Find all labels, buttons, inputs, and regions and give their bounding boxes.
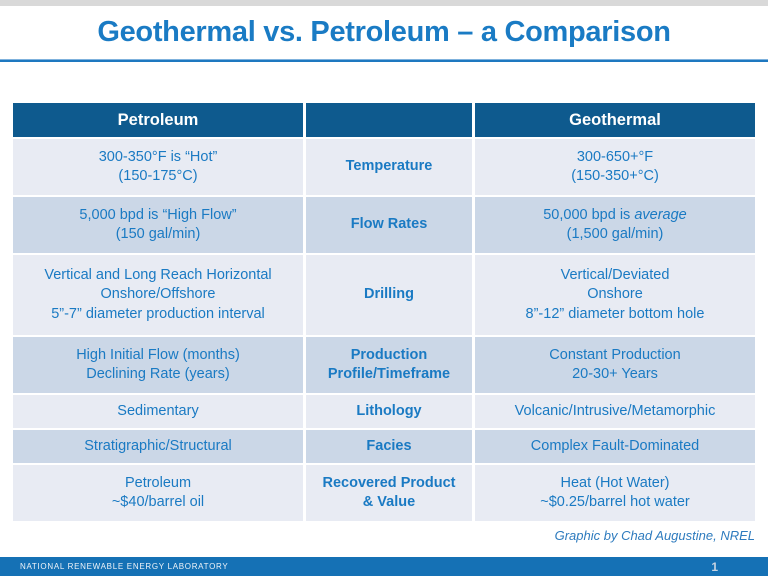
table-row-7: Petroleum ~$40/barrel oil Recovered Produc… bbox=[13, 465, 755, 521]
cell-line: 20-30+ Years bbox=[572, 366, 658, 382]
cell-line: Lithology bbox=[356, 402, 422, 419]
cell-line: Declining Rate (years) bbox=[86, 366, 230, 382]
cell-line: Petroleum bbox=[124, 474, 192, 491]
table-row-4: High Initial Flow (months) Declining Rate… bbox=[13, 337, 755, 393]
table-row-2: 5,000 bpd is “High Flow” (150 gal/min) Flo… bbox=[13, 197, 755, 253]
category-cell: Lithology bbox=[306, 395, 472, 428]
cell-line: 5,000 bpd is “High Flow” bbox=[79, 206, 237, 223]
cell-line: Stratigraphic/Structural bbox=[84, 437, 232, 454]
category-header-cell bbox=[306, 103, 472, 137]
cell-line: 300-350°F is “Hot” bbox=[98, 148, 218, 165]
text: 50,000 bpd is bbox=[543, 206, 635, 223]
italic-text: average bbox=[634, 206, 687, 223]
cell-line: High Initial Flow (months) bbox=[76, 346, 240, 363]
table-row-3: Vertical and Long Reach Horizontal Onshor… bbox=[13, 255, 755, 335]
cell-line: Profile/Timeframe bbox=[327, 366, 451, 382]
cell-line: Sedimentary bbox=[117, 402, 199, 419]
cell-line: Volcanic/Intrusive/Metamorphic bbox=[514, 402, 716, 419]
table-row-1: 300-350°F is “Hot” (150-175°C) Temperature… bbox=[13, 139, 755, 195]
cell-line: 50,000 bpd is average bbox=[543, 206, 687, 226]
page-number: 1 bbox=[711, 559, 718, 574]
cell-line: Vertical/Deviated bbox=[560, 266, 670, 283]
petroleum-cell: 5,000 bpd is “High Flow” (150 gal/min) bbox=[13, 197, 303, 253]
cell-line: (150-175°C) bbox=[118, 168, 198, 184]
slide-title: Geothermal vs. Petroleum – a Comparison bbox=[97, 16, 671, 48]
footer-organization: NATIONAL RENEWABLE ENERGY LABORATORY bbox=[20, 562, 229, 571]
category-cell: Production Profile/Timeframe bbox=[306, 337, 472, 393]
petroleum-cell: 300-350°F is “Hot” (150-175°C) bbox=[13, 139, 303, 195]
petroleum-header-cell: Petroleum bbox=[13, 103, 303, 137]
cell-line: 5”-7” diameter production interval bbox=[51, 305, 265, 322]
geothermal-cell: 50,000 bpd is average (1,500 gal/min) bbox=[475, 197, 755, 253]
petroleum-cell: High Initial Flow (months) Declining Rate… bbox=[13, 337, 303, 393]
title-rule bbox=[0, 59, 768, 62]
geothermal-header-cell: Geothermal bbox=[475, 103, 755, 137]
cell-line: Drilling bbox=[364, 286, 414, 303]
cell-line: ~$40/barrel oil bbox=[111, 494, 205, 510]
geothermal-cell: Constant Production 20-30+ Years bbox=[475, 337, 755, 393]
geothermal-cell: Volcanic/Intrusive/Metamorphic bbox=[475, 395, 755, 428]
cell-line: (150 gal/min) bbox=[115, 226, 201, 242]
table-header-row: Petroleum Geothermal bbox=[13, 103, 755, 137]
top-strip bbox=[0, 0, 768, 6]
geothermal-cell: Vertical/Deviated Onshore 8”-12” diameter … bbox=[475, 255, 755, 335]
cell-line: Production bbox=[350, 346, 428, 363]
cell-line: Recovered Product bbox=[322, 474, 456, 491]
cell-line: Heat (Hot Water) bbox=[560, 474, 670, 491]
cell-line: Flow Rates bbox=[350, 216, 428, 233]
cell-line: Onshore/Offshore bbox=[100, 286, 216, 303]
petroleum-cell: Vertical and Long Reach Horizontal Onshor… bbox=[13, 255, 303, 335]
category-cell: Facies bbox=[306, 430, 472, 463]
comparison-table: Petroleum Geothermal 300-350°F is “Hot” (… bbox=[13, 103, 755, 521]
attribution-credit: Graphic by Chad Augustine, NREL bbox=[554, 528, 755, 543]
geothermal-cell: 300-650+°F (150-350+°C) bbox=[475, 139, 755, 195]
cell-line: Vertical and Long Reach Horizontal bbox=[44, 266, 272, 283]
petroleum-cell: Petroleum ~$40/barrel oil bbox=[13, 465, 303, 521]
geothermal-cell: Complex Fault-Dominated bbox=[475, 430, 755, 463]
cell-line: 300-650+°F bbox=[576, 148, 654, 165]
cell-line: Temperature bbox=[345, 158, 433, 175]
cell-line: & Value bbox=[362, 494, 416, 510]
petroleum-cell: Sedimentary bbox=[13, 395, 303, 428]
cell-line: (150-350+°C) bbox=[571, 168, 659, 184]
cell-line: Complex Fault-Dominated bbox=[530, 437, 700, 454]
category-cell: Flow Rates bbox=[306, 197, 472, 253]
category-cell: Temperature bbox=[306, 139, 472, 195]
table-row-6: Stratigraphic/Structural Facies Complex Fa… bbox=[13, 430, 755, 463]
cell-line: Onshore bbox=[587, 286, 643, 303]
category-cell: Drilling bbox=[306, 255, 472, 335]
cell-line: ~$0.25/barrel hot water bbox=[540, 494, 690, 510]
cell-line: Constant Production bbox=[549, 346, 681, 363]
cell-line: (1,500 gal/min) bbox=[566, 226, 664, 242]
footer-bar: NATIONAL RENEWABLE ENERGY LABORATORY 1 bbox=[0, 557, 768, 576]
cell-line: Facies bbox=[366, 437, 412, 454]
comparison-table-body: 300-350°F is “Hot” (150-175°C) Temperature… bbox=[13, 139, 755, 521]
category-cell: Recovered Product & Value bbox=[306, 465, 472, 521]
geothermal-cell: Heat (Hot Water) ~$0.25/barrel hot water bbox=[475, 465, 755, 521]
petroleum-cell: Stratigraphic/Structural bbox=[13, 430, 303, 463]
table-row-5: Sedimentary Lithology Volcanic/Intrusive/M… bbox=[13, 395, 755, 428]
cell-line: 8”-12” diameter bottom hole bbox=[525, 305, 705, 322]
